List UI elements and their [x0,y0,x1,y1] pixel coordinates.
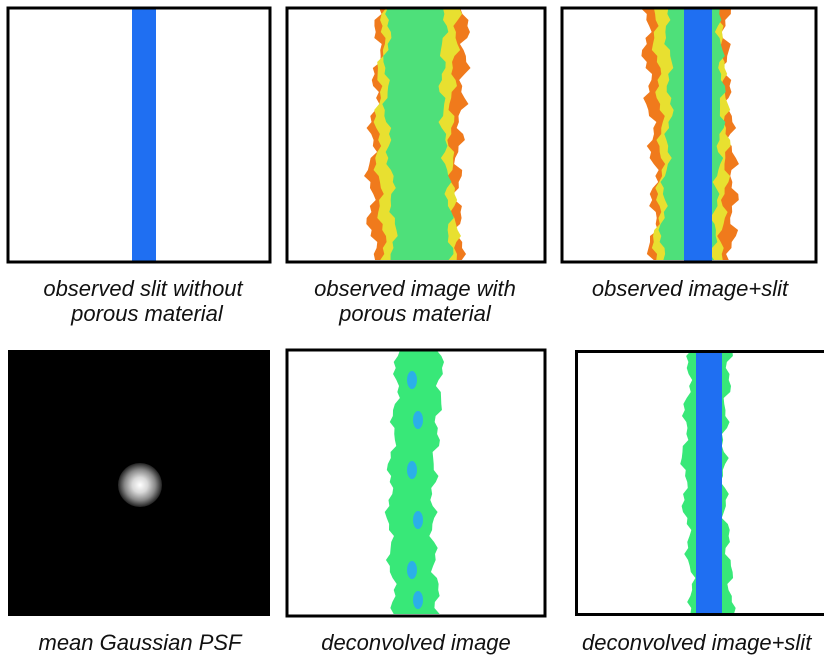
psf [118,463,162,507]
caption: mean Gaussian PSF [39,630,244,655]
deconv-spot [407,461,417,479]
panel-frame [575,350,824,616]
deconv-spot [413,591,423,609]
panel-frame [285,6,547,264]
deconv-spot [407,371,417,389]
caption: observed slit without [43,276,243,301]
panel-frame [285,348,547,618]
slit [684,8,712,262]
panels [6,6,824,618]
deconv-spot [413,511,423,529]
caption: observed image with [314,276,516,301]
slit [132,8,156,262]
caption: porous material [70,301,224,326]
caption: porous material [338,301,492,326]
caption: deconvolved image [321,630,511,655]
caption: deconvolved image+slit [582,630,812,655]
panel-frame [560,6,818,264]
caption: observed image+slit [592,276,789,301]
deconv-core [384,350,445,614]
deconv-spot [413,411,423,429]
porous-core [382,8,454,260]
panel-frame [6,6,272,264]
slit [696,350,722,616]
deconv-spot [407,561,417,579]
panel-6 [575,350,824,616]
